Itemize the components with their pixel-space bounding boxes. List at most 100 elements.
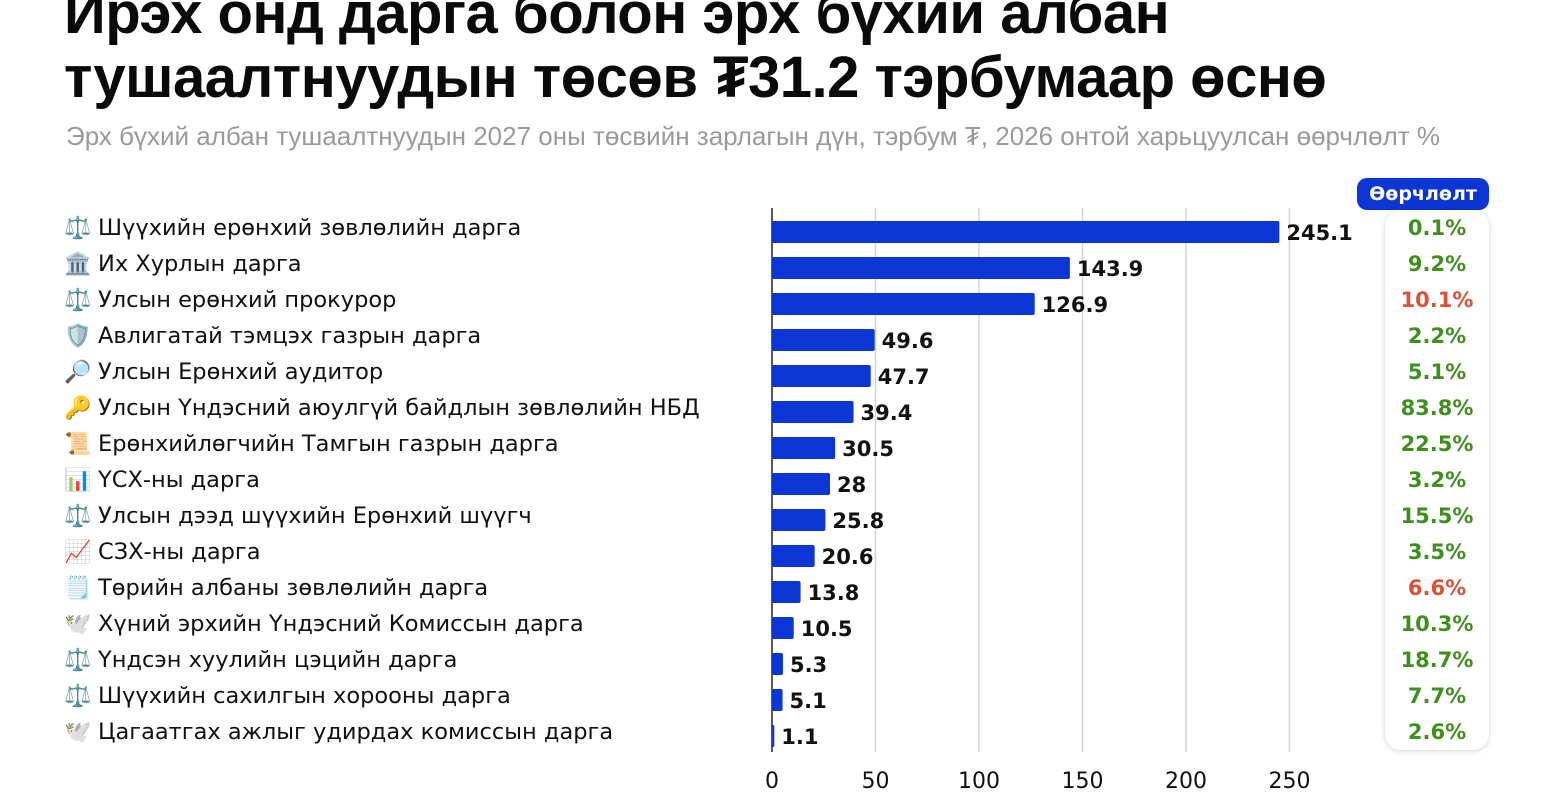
- category-label-text: Төрийн албаны зөвлөлийн дарга: [98, 575, 489, 601]
- change-value: 5.1%: [1407, 360, 1467, 384]
- change-value: 15.5%: [1400, 504, 1474, 528]
- bar-value-label: 5.3: [790, 653, 827, 677]
- bar: [772, 653, 783, 675]
- bar: [772, 365, 871, 387]
- bar: [772, 509, 826, 531]
- x-tick-label: 250: [1269, 769, 1311, 794]
- category-label: 🔑 Улсын Үндэсний аюулгүй байдлын зөвлөлий…: [64, 390, 700, 426]
- bar: [772, 221, 1280, 243]
- change-value: 10.1%: [1400, 288, 1474, 312]
- change-column: 0.1% 9.2% 10.1% 2.2% 5.1% 83.8% 22.5% 3.2% 15.5%…: [1385, 210, 1489, 750]
- notepad-icon: 🗒️: [64, 576, 92, 601]
- category-label: ⚖️ Шүүхийн сахилгын хорооны дарга: [64, 678, 511, 714]
- scales-icon: ⚖️: [64, 648, 92, 673]
- category-label-text: Үндсэн хуулийн цэцийн дарга: [98, 647, 458, 673]
- bar: [772, 329, 875, 351]
- bar-value-label: 25.8: [832, 509, 884, 533]
- bar-value-label: 49.6: [882, 329, 934, 353]
- bar: [772, 473, 830, 495]
- change-value: 6.6%: [1407, 576, 1467, 600]
- category-label-text: Улсын Ерөнхий аудитор: [98, 359, 384, 385]
- key-icon: 🔑: [64, 396, 92, 421]
- chart-title-line-2: тушаалтнуудын төсөв ₮31.2 тэрбумаар өснө: [64, 45, 1327, 110]
- x-tick-label: 0: [765, 769, 779, 794]
- bar-value-label: 5.1: [790, 689, 827, 713]
- change-value: 22.5%: [1400, 432, 1474, 456]
- bar-value-label: 47.7: [878, 365, 930, 389]
- category-label: 📜 Ерөнхийлөгчийн Тамгын газрын дарга: [64, 426, 559, 462]
- bar: [772, 689, 783, 711]
- bar-value-label: 13.8: [808, 581, 860, 605]
- bar-value-label: 143.9: [1077, 257, 1143, 281]
- change-value: 18.7%: [1400, 648, 1474, 672]
- bar-value-label: 30.5: [842, 437, 894, 461]
- category-label-text: ҮСХ-ны дарга: [98, 467, 260, 493]
- dove-icon: 🕊️: [64, 720, 92, 745]
- category-label-text: Шүүхийн сахилгын хорооны дарга: [98, 683, 511, 709]
- bar: [772, 725, 775, 747]
- bar: [772, 401, 854, 423]
- change-value: 3.5%: [1407, 540, 1467, 564]
- scales-icon: ⚖️: [64, 684, 92, 709]
- category-label-text: Ерөнхийлөгчийн Тамгын газрын дарга: [98, 431, 559, 457]
- dove-icon: 🕊️: [64, 612, 92, 637]
- category-label: ⚖️ Шүүхийн ерөнхий зөвлөлийн дарга: [64, 210, 521, 246]
- change-value: 3.2%: [1407, 468, 1467, 492]
- bar-value-label: 245.1: [1286, 221, 1352, 245]
- parliament-icon: 🏛️: [64, 252, 92, 277]
- bar: [772, 293, 1035, 315]
- scales-icon: ⚖️: [64, 504, 92, 529]
- bar-value-label: 10.5: [801, 617, 853, 641]
- category-label-text: Шүүхийн ерөнхий зөвлөлийн дарга: [98, 215, 522, 241]
- x-tick-label: 150: [1062, 769, 1104, 794]
- chart-subtitle: Эрх бүхий албан тушаалтнуудын 2027 оны т…: [66, 121, 1441, 151]
- category-label: 🏛️ Их Хурлын дарга: [64, 246, 302, 282]
- category-label: 🗒️ Төрийн албаны зөвлөлийн дарга: [64, 570, 488, 606]
- category-label: ⚖️ Үндсэн хуулийн цэцийн дарга: [64, 642, 457, 678]
- change-value: 0.1%: [1407, 216, 1467, 240]
- chart-title-line-1: Ирэх онд дарга болон эрх бүхий албан: [64, 0, 1170, 46]
- shield-icon: 🛡️: [64, 324, 92, 349]
- chart-title: Ирэх онд дарга болон эрх бүхий албан туш…: [64, 0, 1327, 110]
- bar: [772, 437, 836, 459]
- category-label-text: Улсын ерөнхий прокурор: [98, 287, 397, 313]
- category-label: ⚖️ Улсын ерөнхий прокурор: [64, 282, 396, 318]
- category-label-text: Улсын Үндэсний аюулгүй байдлын зөвлөлийн…: [98, 395, 700, 421]
- bar-chart-icon: 📊: [64, 468, 92, 493]
- category-label: ⚖️ Улсын дээд шүүхийн Ерөнхий шүүгч: [64, 498, 532, 534]
- bar: [772, 581, 801, 603]
- change-value: 83.8%: [1400, 396, 1474, 420]
- category-label-text: Хүний эрхийн Үндэсний Комиссын дарга: [98, 611, 584, 637]
- bar-value-label: 28: [837, 473, 866, 497]
- bar-value-label: 39.4: [861, 401, 913, 425]
- x-tick-label: 50: [862, 769, 890, 794]
- x-tick-label: 200: [1165, 769, 1207, 794]
- category-label: 📈 СЗХ-ны дарга: [64, 534, 261, 570]
- category-label: 🕊️ Хүний эрхийн Үндэсний Комиссын дарга: [64, 606, 584, 642]
- change-value: 2.6%: [1407, 720, 1467, 744]
- bar: [772, 617, 794, 639]
- scroll-icon: 📜: [64, 432, 92, 457]
- category-label-text: СЗХ-ны дарга: [98, 539, 261, 565]
- bar: [772, 257, 1070, 279]
- bar-value-label: 126.9: [1042, 293, 1108, 317]
- change-value: 2.2%: [1407, 324, 1467, 348]
- change-value: 10.3%: [1400, 612, 1474, 636]
- bar-value-label: 1.1: [781, 725, 818, 749]
- category-label: 🕊️ Цагаатгах ажлыг удирдах комиссын дарга: [64, 714, 613, 750]
- bar-value-label: 20.6: [822, 545, 874, 569]
- bar: [772, 545, 815, 567]
- category-label-text: Улсын дээд шүүхийн Ерөнхий шүүгч: [98, 503, 532, 529]
- category-label-text: Авлигатай тэмцэх газрын дарга: [98, 323, 482, 349]
- scales-icon: ⚖️: [64, 216, 92, 241]
- change-value: 9.2%: [1407, 252, 1467, 276]
- x-tick-label: 100: [958, 769, 1000, 794]
- category-label-text: Цагаатгах ажлыг удирдах комиссын дарга: [98, 719, 614, 745]
- change-value: 7.7%: [1407, 684, 1467, 708]
- category-label: 🛡️ Авлигатай тэмцэх газрын дарга: [64, 318, 481, 354]
- trend-icon: 📈: [64, 540, 92, 565]
- magnifier-icon: 🔎: [64, 360, 92, 385]
- scales-icon: ⚖️: [64, 288, 92, 313]
- change-column-header: Өөрчлөлт: [1357, 178, 1489, 210]
- category-label: 🔎 Улсын Ерөнхий аудитор: [64, 354, 383, 390]
